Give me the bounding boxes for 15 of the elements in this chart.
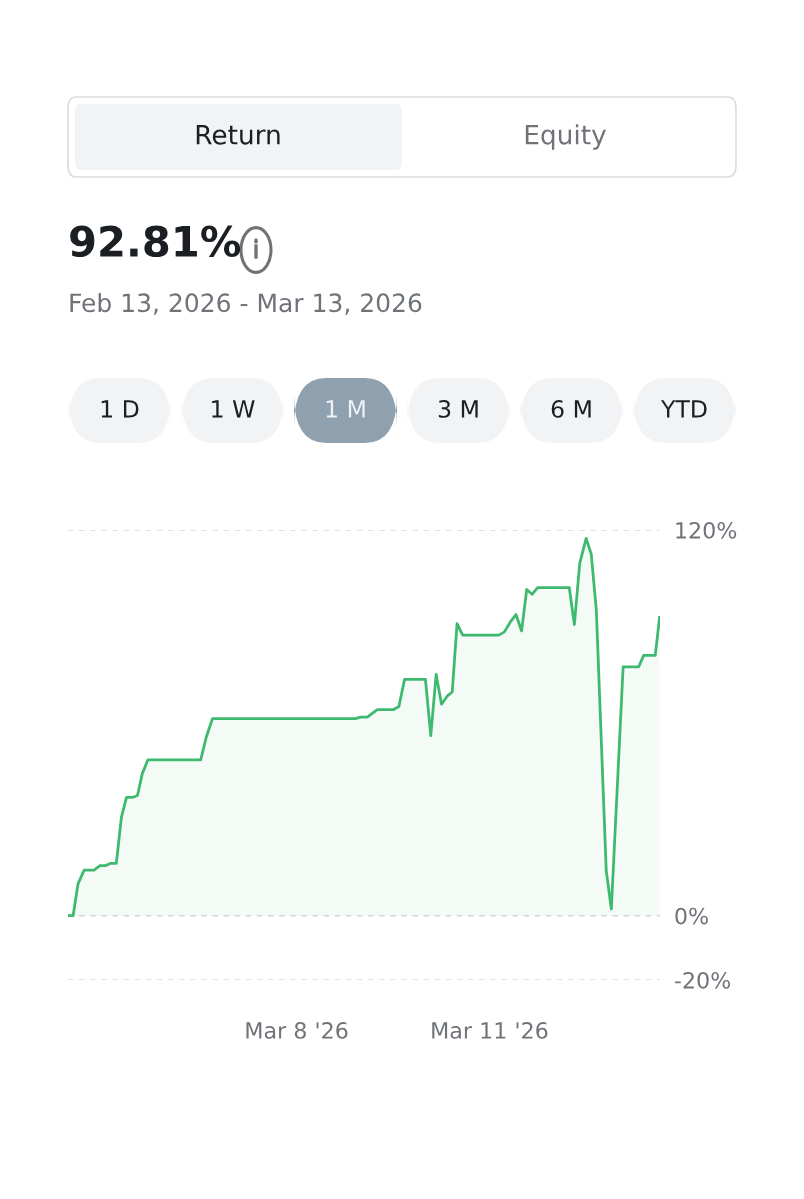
- chart-subtitle: Feb 13, 2026 - Mar 13, 2026: [70, 292, 422, 315]
- x-tick-label: Mar 8 '26: [246, 1022, 348, 1039]
- text: 6 M: [551, 399, 591, 418]
- x-tick-label: Mar 11 '26: [432, 1022, 548, 1039]
- chart-title: 92.81%: [70, 225, 241, 258]
- y-tick-label: 120%: [676, 521, 737, 539]
- text: 3 M: [438, 399, 478, 418]
- y-tick-label: -20%: [674, 971, 731, 989]
- text: Return: [196, 125, 280, 145]
- text: 1 D: [101, 400, 139, 418]
- text: 1 W: [212, 400, 255, 418]
- y-tick-label: 0%: [675, 907, 708, 925]
- text: Equity: [525, 124, 606, 150]
- text: YTD: [660, 400, 707, 418]
- text: 1 M: [326, 400, 365, 418]
